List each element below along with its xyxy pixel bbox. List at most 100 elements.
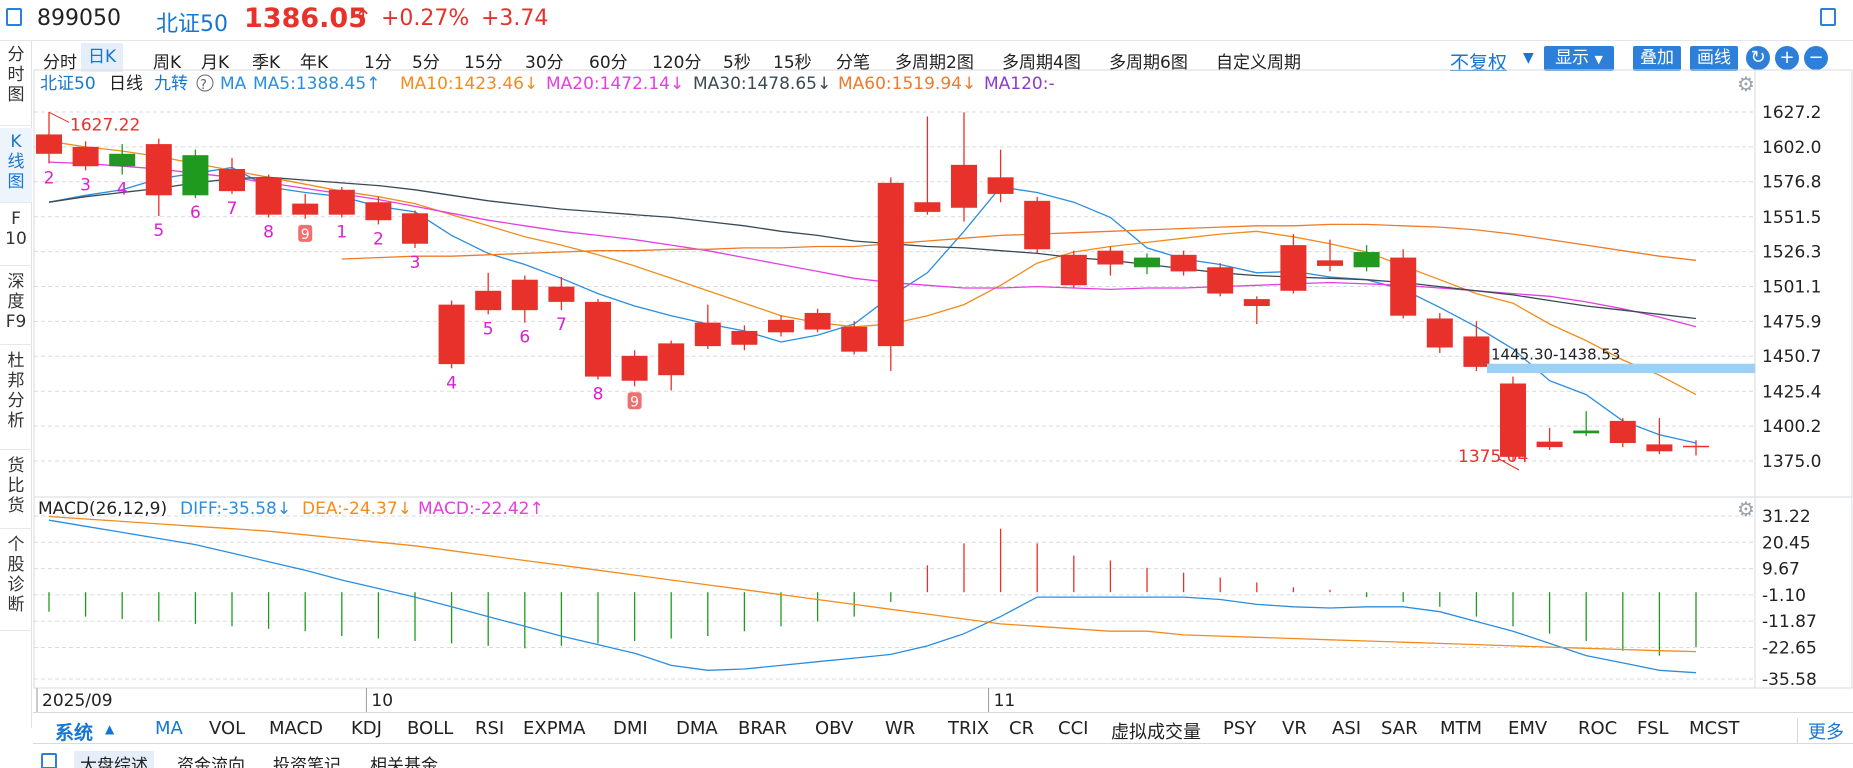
indicator-menu-caret-icon[interactable]: ▲: [105, 722, 115, 736]
indicator-tab-13[interactable]: TRIX: [948, 718, 990, 739]
sidebar-item-4[interactable]: 杜邦分析: [0, 347, 32, 450]
indicator-tab-14[interactable]: CR: [1009, 718, 1035, 739]
collapse-panel-icon[interactable]: [41, 753, 57, 768]
refresh-icon[interactable]: ↻: [1746, 46, 1770, 70]
tab-period-0[interactable]: 分时: [43, 53, 77, 73]
candle-body: [1353, 252, 1380, 268]
indicator-tab-11[interactable]: OBV: [815, 718, 854, 739]
indicator-tab-7[interactable]: EXPMA: [523, 718, 586, 739]
candle: [1426, 312, 1453, 354]
nine-turn-label: 6: [519, 328, 530, 348]
indicator-tab-23[interactable]: ROC: [1578, 718, 1618, 739]
candle-body: [694, 322, 721, 347]
indicator-tab-12[interactable]: WR: [885, 718, 916, 739]
indicator-tab-9[interactable]: DMA: [676, 718, 718, 739]
price-tick-label: 1576.8: [1762, 173, 1821, 193]
indicator-tab-16[interactable]: 虚拟成交量: [1111, 722, 1201, 743]
tab-period-8[interactable]: 15分: [464, 53, 503, 73]
tab-period-2[interactable]: 周K: [153, 53, 182, 73]
show-button[interactable]: 显示 ▼: [1544, 46, 1614, 71]
sidebar-item-char: 杜: [7, 351, 25, 371]
indicator-tab-15[interactable]: CCI: [1058, 718, 1089, 739]
plus-icon[interactable]: +: [1775, 46, 1799, 70]
bottom-tab-2[interactable]: 投资笔记: [273, 756, 341, 768]
tab-period-6[interactable]: 1分: [364, 53, 392, 73]
indicator-tab-1[interactable]: MA: [155, 718, 183, 739]
indicator-tab-21[interactable]: MTM: [1440, 718, 1483, 739]
indicator-tab-2[interactable]: VOL: [209, 718, 246, 739]
tab-period-10[interactable]: 60分: [589, 53, 628, 73]
indicator-tab-10[interactable]: BRAR: [738, 718, 787, 739]
tab-period-12[interactable]: 5秒: [723, 53, 751, 73]
indicator-tab-0[interactable]: 系统: [55, 722, 94, 744]
sidebar-item-5[interactable]: 货比货: [0, 452, 32, 529]
tab-period-7[interactable]: 5分: [412, 53, 440, 73]
stock-name[interactable]: 北证50: [156, 12, 228, 37]
tab-period-3[interactable]: 月K: [201, 53, 230, 73]
tab-period-9[interactable]: 30分: [525, 53, 564, 73]
left-sidebar: 分时图 K 线图 F 10 深度 F9 杜邦分析货比货个股诊断: [0, 41, 32, 728]
window-restore-icon[interactable]: [1820, 8, 1836, 26]
tab-period-15[interactable]: 多周期2图: [895, 53, 974, 73]
nine-turn-label: 4: [117, 180, 128, 200]
window-icon[interactable]: [6, 8, 22, 26]
indicator-tab-18[interactable]: VR: [1282, 718, 1307, 739]
bottom-tab-1[interactable]: 资金流向: [177, 756, 245, 768]
sidebar-item-char: 货: [7, 496, 25, 516]
draw-button[interactable]: 画线: [1690, 46, 1738, 71]
indicator-tab-17[interactable]: PSY: [1223, 718, 1257, 739]
chart-settings-gear-icon[interactable]: ⚙: [1737, 72, 1755, 96]
nine-turn-label: 3: [410, 253, 421, 273]
candle-body: [1317, 260, 1343, 266]
macd-settings-gear-icon[interactable]: ⚙: [1737, 497, 1755, 521]
candle-body: [1646, 444, 1673, 452]
sidebar-item-0[interactable]: 分时图: [0, 41, 32, 126]
candle-body: [402, 213, 428, 244]
legend-ma10: MA10:1423.46↓: [400, 74, 538, 94]
sidebar-item-2[interactable]: F 10: [0, 205, 32, 266]
tab-period-13[interactable]: 15秒: [773, 53, 812, 73]
tab-period-17[interactable]: 多周期6图: [1109, 53, 1188, 73]
tab-period-4[interactable]: 季K: [252, 53, 281, 73]
ma-line-ma30: [48, 176, 1697, 320]
sidebar-item-char: F: [11, 209, 21, 229]
indicator-tab-8[interactable]: DMI: [613, 718, 648, 739]
help-icon[interactable]: [196, 74, 214, 92]
tab-period-18[interactable]: 自定义周期: [1216, 53, 1301, 73]
indicator-tab-4[interactable]: KDJ: [351, 718, 382, 739]
bottom-tab-0[interactable]: 大盘综述: [74, 751, 154, 768]
sidebar-item-3[interactable]: 深度 F9: [0, 268, 32, 345]
tab-period-11[interactable]: 120分: [652, 53, 702, 73]
tab-period-16[interactable]: 多周期4图: [1002, 53, 1081, 73]
candle-body: [731, 330, 758, 345]
dropdown-icon: ▼: [1594, 53, 1603, 66]
indicator-tab-22[interactable]: EMV: [1508, 718, 1548, 739]
indicator-tab-25[interactable]: MCST: [1689, 718, 1740, 739]
tab-period-14[interactable]: 分笔: [836, 53, 870, 73]
overlay-button[interactable]: 叠加: [1633, 46, 1681, 71]
tab-period-5[interactable]: 年K: [300, 53, 329, 73]
price-tick-label: 1375.0: [1762, 452, 1821, 472]
candlestick-series: [36, 112, 1709, 461]
more-indicators-link[interactable]: 更多: [1797, 718, 1844, 744]
chevron-down-icon[interactable]: ▼: [1523, 50, 1534, 66]
tab-adjust-mode[interactable]: 不复权: [1450, 52, 1508, 74]
indicator-tab-5[interactable]: BOLL: [407, 718, 454, 739]
indicator-tab-24[interactable]: FSL: [1637, 718, 1669, 739]
macd-histogram: [48, 528, 1697, 656]
legend-ma30: MA30:1478.65↓: [693, 74, 831, 94]
macd-tick-label: 9.67: [1762, 560, 1800, 580]
tab-period-1[interactable]: 日K: [81, 43, 124, 72]
candle-body: [1463, 336, 1490, 367]
legend-nine-turn[interactable]: 九转: [154, 74, 188, 94]
bottom-tab-3[interactable]: 相关基金: [370, 756, 438, 768]
minus-icon[interactable]: −: [1804, 46, 1828, 70]
indicator-tab-3[interactable]: MACD: [269, 718, 323, 739]
indicator-tab-20[interactable]: SAR: [1381, 718, 1418, 739]
indicator-tab-19[interactable]: ASI: [1332, 718, 1362, 739]
sidebar-item-6[interactable]: 个股诊断: [0, 531, 32, 631]
nine-turn-label: 5: [153, 221, 164, 241]
indicator-tab-6[interactable]: RSI: [475, 718, 505, 739]
